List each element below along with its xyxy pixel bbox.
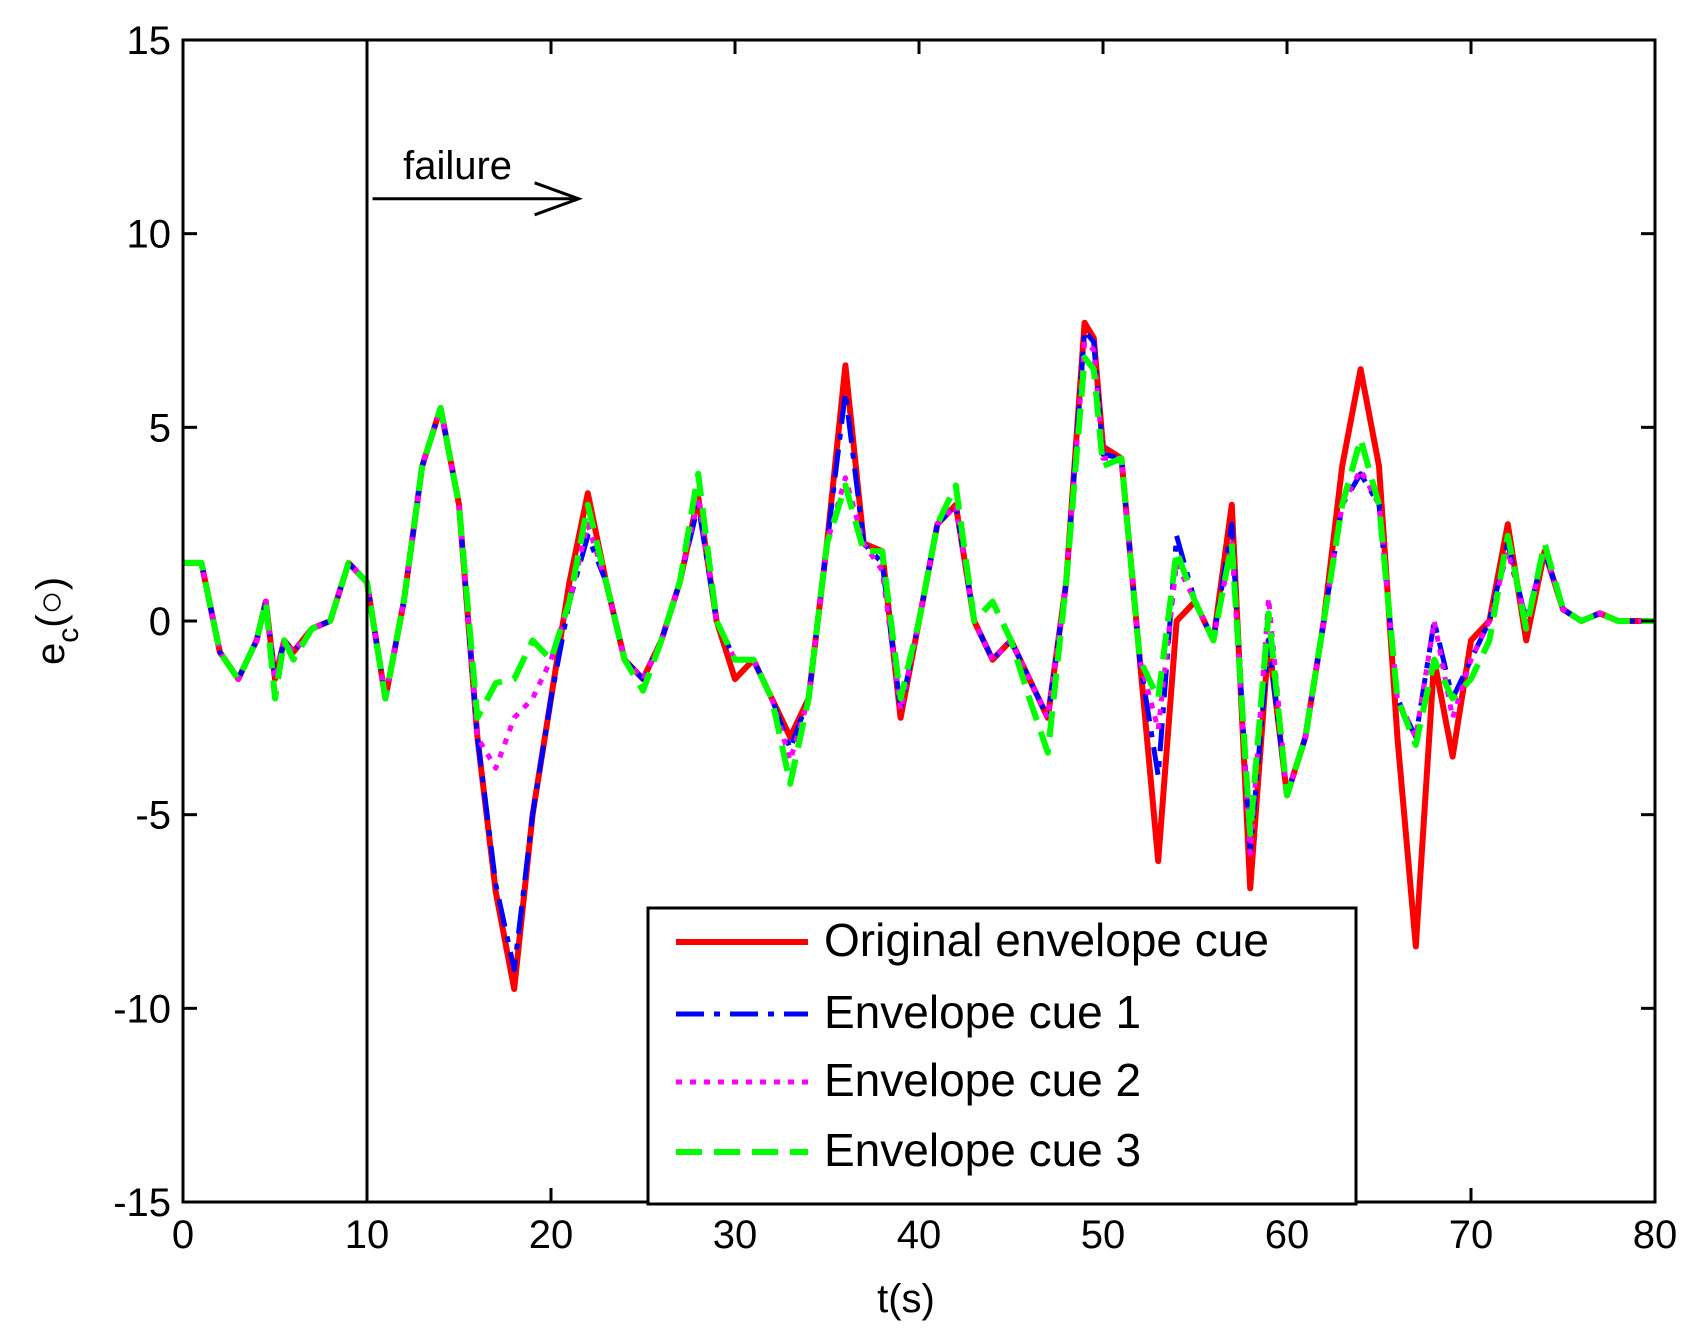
ticks-layer: 0 10 20 30 40 50 60 70 80 -15 -10 -5 0 5 10 15: [113, 19, 1677, 1257]
y-axis-label: ec(○): [29, 577, 85, 665]
x-tick-label: 80: [1633, 1213, 1678, 1257]
failure-arrow-head: [534, 181, 583, 217]
x-tick-label: 40: [897, 1213, 942, 1257]
legend-items: Original envelope cue Envelope cue 1 Envel…: [676, 914, 1269, 1176]
svg-text:ec(○): ec(○): [29, 577, 85, 665]
x-tick-label: 10: [345, 1213, 390, 1257]
x-tick-label: 50: [1081, 1213, 1126, 1257]
y-tick-label: 0: [149, 600, 171, 644]
x-tick-label: 60: [1265, 1213, 1310, 1257]
y-tick-label: 10: [127, 213, 172, 257]
legend-label-3: Envelope cue 2: [824, 1054, 1141, 1106]
legend-label-1: Original envelope cue: [824, 914, 1269, 966]
series-line-4: [183, 354, 1655, 837]
y-axis-label-unit: (○): [29, 577, 73, 628]
y-tick-label: 15: [127, 19, 172, 63]
y-axis-label-main: e: [29, 643, 73, 665]
x-axis-label: t(s): [877, 1277, 935, 1321]
x-tick-label: 0: [172, 1213, 194, 1257]
legend-label-4: Envelope cue 3: [824, 1124, 1141, 1176]
series-layer: [183, 319, 1655, 992]
y-tick-label: -5: [135, 794, 171, 838]
failure-label: failure: [403, 144, 512, 188]
x-tick-label: 30: [713, 1213, 758, 1257]
y-tick-label: 5: [149, 406, 171, 450]
y-axis-label-sub: c: [52, 628, 85, 643]
legend-label-2: Envelope cue 1: [824, 986, 1141, 1038]
x-tick-label: 70: [1449, 1213, 1494, 1257]
x-tick-label: 20: [529, 1213, 574, 1257]
y-tick-label: -15: [113, 1181, 171, 1225]
legend: Original envelope cue Envelope cue 1 Envel…: [646, 906, 1358, 1206]
y-tick-label: -10: [113, 987, 171, 1031]
